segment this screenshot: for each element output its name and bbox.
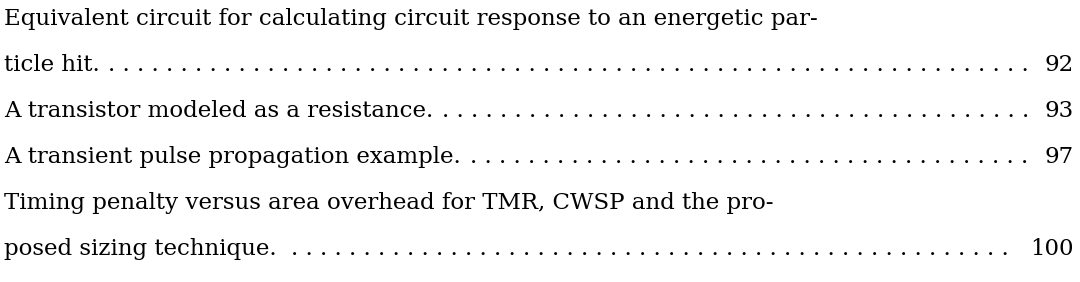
Text: posed sizing technique.: posed sizing technique. [4,238,276,260]
Text: A transistor modeled as a resistance.: A transistor modeled as a resistance. [4,100,433,122]
Text: Timing penalty versus area overhead for TMR, CWSP and the pro-: Timing penalty versus area overhead for … [4,192,773,214]
Text: . . . . . . . . . . . . . . . . . . . . . . . . . . . . . . . . . . . . . . . . : . . . . . . . . . . . . . . . . . . . . … [108,54,1036,76]
Text: . . . . . . . . . . . . . . . . . . . . . . . . . . . . . . . . . . . . . . .: . . . . . . . . . . . . . . . . . . . . … [470,146,1036,168]
Text: . . . . . . . . . . . . . . . . . . . . . . . . . . . . . . . . . . . . . . . . : . . . . . . . . . . . . . . . . . . . . … [292,238,1016,260]
Text: . . . . . . . . . . . . . . . . . . . . . . . . . . . . . . . . . . . . . . . . : . . . . . . . . . . . . . . . . . . . . … [442,100,1036,122]
Text: 93: 93 [1044,100,1074,122]
Text: Equivalent circuit for calculating circuit response to an energetic par-: Equivalent circuit for calculating circu… [4,8,818,30]
Text: 100: 100 [1030,238,1074,260]
Text: ticle hit.: ticle hit. [4,54,99,76]
Text: 92: 92 [1044,54,1074,76]
Text: 97: 97 [1044,146,1074,168]
Text: A transient pulse propagation example.: A transient pulse propagation example. [4,146,461,168]
